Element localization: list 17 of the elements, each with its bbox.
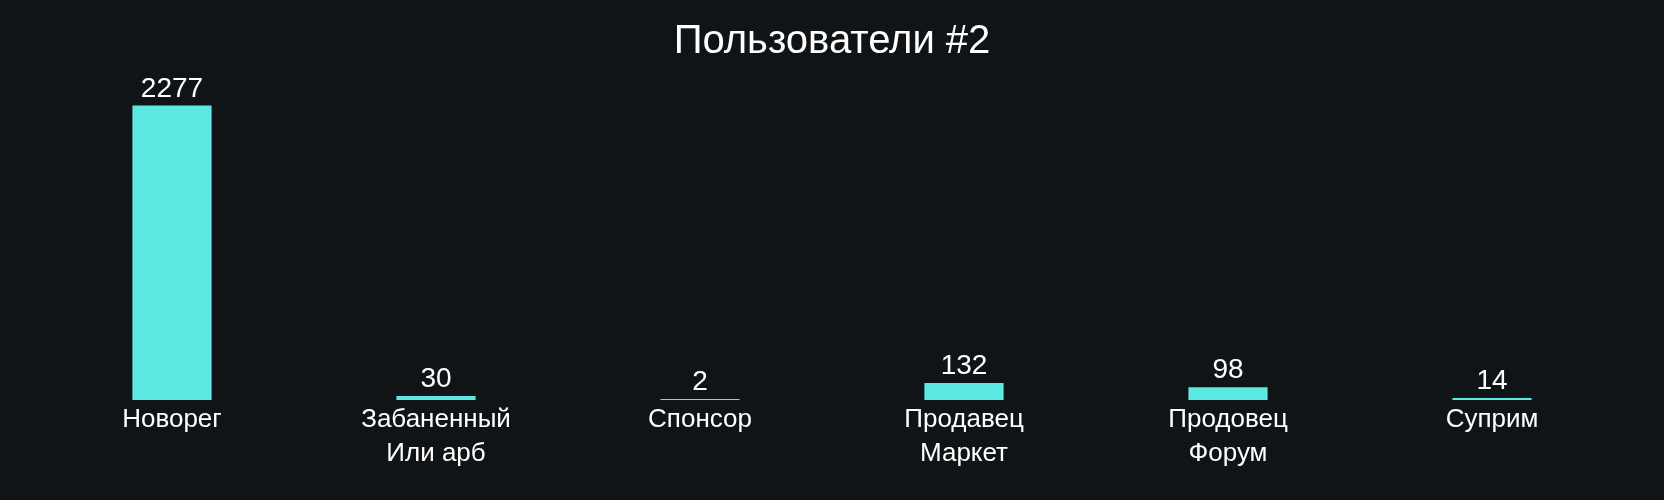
data-label: 2277 <box>140 71 204 103</box>
bar <box>1188 387 1268 400</box>
data-label: 132 <box>940 348 988 380</box>
x-tick-label: Забаненный Или арб <box>361 403 511 467</box>
x-tick-label: Продавец Маркет <box>904 403 1024 467</box>
data-label: 30 <box>420 362 452 394</box>
bar <box>924 382 1004 400</box>
bar <box>132 105 212 400</box>
chart-title: Пользователи #2 <box>673 17 991 61</box>
data-label: 98 <box>1212 353 1244 385</box>
bar <box>396 396 476 400</box>
data-label: 14 <box>1476 364 1508 395</box>
x-tick-label: Суприм <box>1445 403 1539 433</box>
x-tick-label: Продовец Форум <box>1168 403 1288 467</box>
x-tick-label: Новорег <box>122 403 222 433</box>
x-tick-label: Спонсор <box>648 403 752 433</box>
data-label: 2 <box>692 365 708 396</box>
